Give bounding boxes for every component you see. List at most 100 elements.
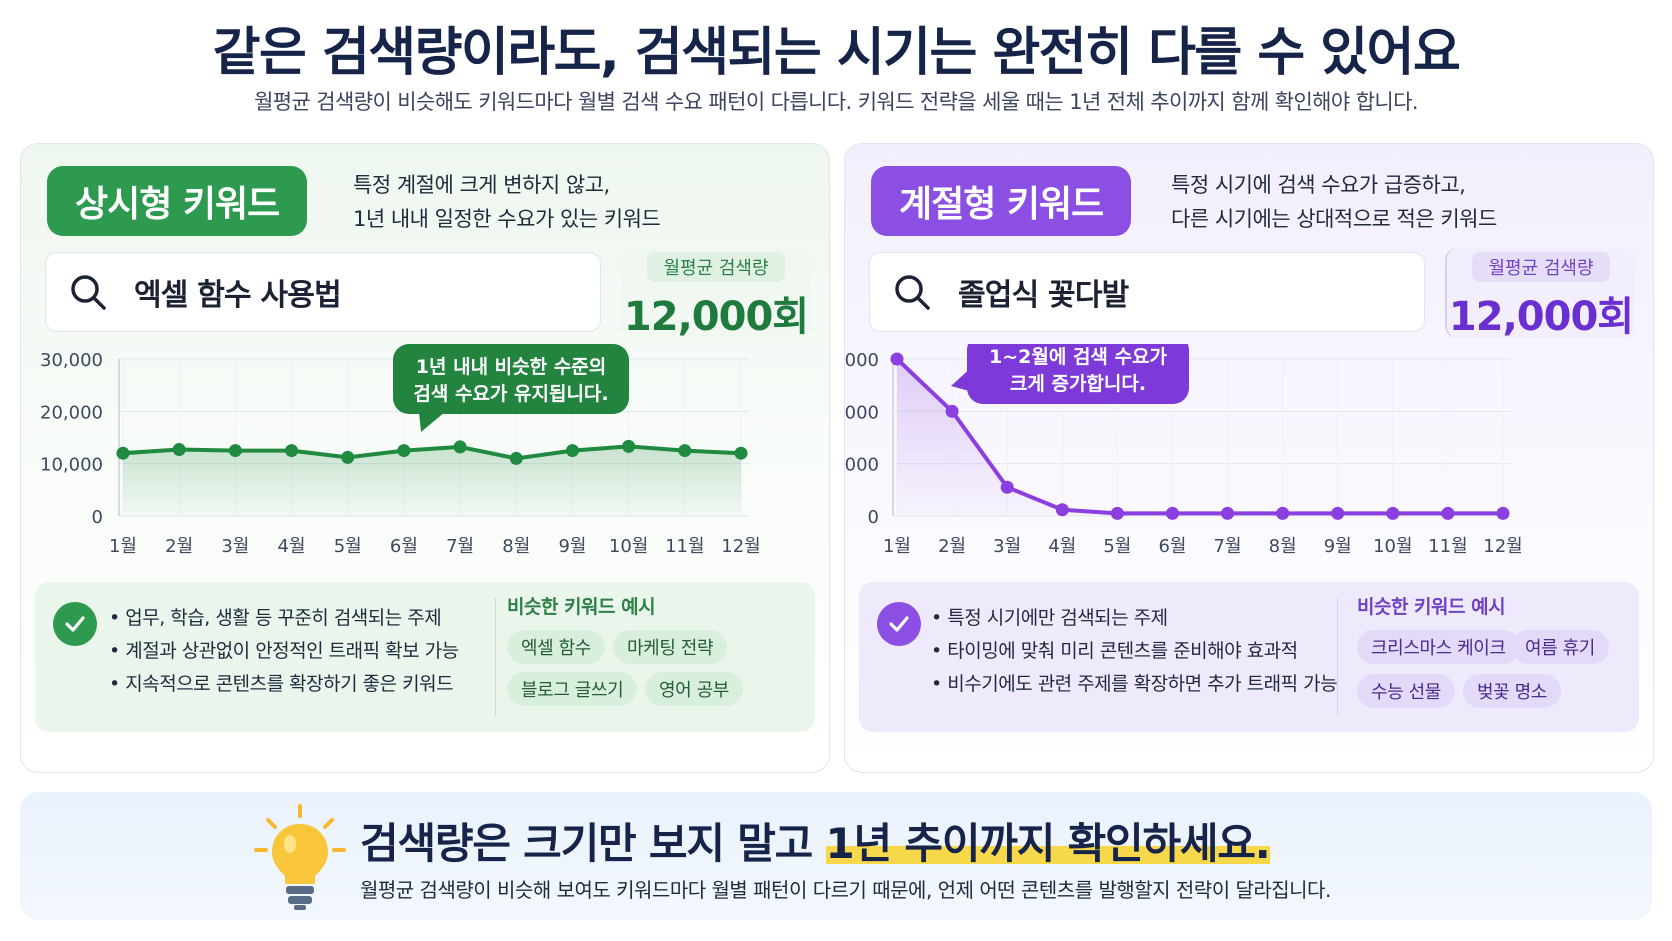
evergreen-desc-line1: 특정 계절에 크게 변하지 않고, bbox=[353, 173, 610, 197]
seasonal-info-box: 특정 시기에만 검색되는 주제 타이밍에 맞춰 미리 콘텐츠를 준비해야 효과적… bbox=[859, 582, 1639, 732]
banner-headline-highlight: 1년 추이까지 확인하세요. bbox=[825, 819, 1271, 868]
x-tick-label: 1월 bbox=[109, 536, 137, 557]
data-point bbox=[1110, 506, 1124, 520]
seasonal-avg-label: 월평균 검색량 bbox=[1472, 252, 1610, 282]
data-point bbox=[228, 444, 242, 458]
x-tick-label: 10월 bbox=[1373, 536, 1412, 557]
data-point bbox=[397, 444, 411, 458]
x-tick-label: 7월 bbox=[1214, 536, 1242, 557]
x-tick-label: 9월 bbox=[558, 536, 586, 557]
evergreen-description: 특정 계절에 크게 변하지 않고, 1년 내내 일정한 수요가 있는 키워드 bbox=[353, 168, 661, 236]
list-item: 타이밍에 맞춰 미리 콘텐츠를 준비해야 효과적 bbox=[931, 635, 1337, 668]
callout-line2: 검색 수요가 유지됩니다. bbox=[413, 383, 608, 405]
example-chip: 여름 휴기 bbox=[1511, 630, 1609, 664]
seasonal-bullet-list: 특정 시기에만 검색되는 주제 타이밍에 맞춰 미리 콘텐츠를 준비해야 효과적… bbox=[931, 602, 1337, 701]
x-tick-label: 6월 bbox=[390, 536, 418, 557]
example-chip: 마케팅 전략 bbox=[613, 630, 728, 664]
data-point bbox=[1000, 480, 1014, 494]
list-item: 계절과 상관없이 안정적인 트래픽 확보 가능 bbox=[109, 635, 459, 668]
data-point bbox=[945, 404, 959, 418]
evergreen-keyword-card: 상시형 키워드 특정 계절에 크게 변하지 않고, 1년 내내 일정한 수요가 … bbox=[20, 143, 830, 773]
evergreen-avg-box: 월평균 검색량 12,000회 bbox=[621, 248, 811, 340]
data-point bbox=[172, 443, 186, 457]
evergreen-bullet-list: 업무, 학습, 생활 등 꾸준히 검색되는 주제 계절과 상관없이 안정적인 트… bbox=[109, 602, 459, 701]
page-title: 같은 검색량이라도, 검색되는 시기는 완전히 다를 수 있어요 bbox=[212, 23, 1461, 83]
seasonal-avg-box: 월평균 검색량 12,000회 bbox=[1445, 248, 1635, 340]
seasonal-desc-line1: 특정 시기에 검색 수요가 급증하고, bbox=[1171, 173, 1466, 197]
data-point bbox=[678, 444, 692, 458]
search-icon bbox=[71, 275, 106, 310]
seasonal-avg-value: 12,000회 bbox=[1448, 294, 1634, 340]
y-tick-label: 20,000 bbox=[845, 402, 879, 423]
evergreen-desc-line2: 1년 내내 일정한 수요가 있는 키워드 bbox=[353, 207, 661, 231]
data-point bbox=[1055, 503, 1069, 517]
evergreen-badge: 상시형 키워드 bbox=[47, 166, 308, 236]
data-point bbox=[1331, 506, 1345, 520]
evergreen-examples-title: 비슷한 키워드 예시 bbox=[507, 596, 656, 618]
list-item: 특정 시기에만 검색되는 주제 bbox=[931, 602, 1337, 635]
x-tick-label: 7월 bbox=[446, 536, 474, 557]
x-tick-label: 11월 bbox=[665, 536, 704, 557]
x-tick-label: 12월 bbox=[721, 536, 760, 557]
x-tick-label: 9월 bbox=[1324, 536, 1352, 557]
data-point bbox=[1441, 506, 1455, 520]
data-point bbox=[734, 446, 748, 460]
data-point bbox=[285, 444, 299, 458]
x-tick-label: 1월 bbox=[883, 536, 911, 557]
data-point bbox=[341, 450, 355, 464]
seasonal-examples-title: 비슷한 키워드 예시 bbox=[1357, 596, 1506, 618]
y-tick-label: 10,000 bbox=[40, 455, 103, 476]
evergreen-avg-label: 월평균 검색량 bbox=[647, 252, 785, 282]
y-tick-label: 0 bbox=[868, 507, 879, 528]
x-tick-label: 3월 bbox=[993, 536, 1021, 557]
check-icon bbox=[53, 602, 97, 646]
seasonal-line-chart: 30,000 20,000 10,000 01월 2월 3월 4월 5월 6월 7월 8월 9월 10월… bbox=[845, 344, 1523, 557]
banner-headline: 검색량은 크기만 보지 말고 1년 추이까지 확인하세요. bbox=[360, 810, 1271, 871]
data-point bbox=[1221, 506, 1235, 520]
x-tick-label: 12월 bbox=[1483, 536, 1522, 557]
lightbulb-icon bbox=[254, 804, 346, 910]
series-area bbox=[123, 446, 741, 516]
example-chip: 영어 공부 bbox=[645, 672, 743, 706]
example-chip: 블로그 글쓰기 bbox=[507, 672, 638, 706]
x-tick-label: 5월 bbox=[334, 536, 362, 557]
seasonal-desc-line2: 다른 시기에는 상대적으로 적은 키워드 bbox=[1171, 207, 1497, 231]
check-icon bbox=[877, 602, 921, 646]
example-chip: 벚꽃 명소 bbox=[1463, 674, 1561, 708]
data-point bbox=[453, 440, 467, 454]
data-point bbox=[509, 451, 523, 465]
y-tick-label: 30,000 bbox=[845, 350, 879, 371]
example-chip: 엑셀 함수 bbox=[507, 630, 605, 664]
list-item: 비수기에도 관련 주제를 확장하면 추가 트래픽 가능 bbox=[931, 668, 1337, 701]
banner-subtext: 월평균 검색량이 비슷해 보여도 키워드마다 월별 패턴이 다르기 때문에, 언… bbox=[360, 878, 1331, 902]
example-chip: 수능 선물 bbox=[1357, 674, 1455, 708]
y-tick-label: 0 bbox=[92, 507, 103, 528]
y-tick-label: 10,000 bbox=[845, 455, 879, 476]
callout-line1: 1년 내내 비슷한 수준의 bbox=[416, 356, 606, 378]
seasonal-badge: 계절형 키워드 bbox=[871, 166, 1132, 236]
x-tick-label: 8월 bbox=[1269, 536, 1297, 557]
evergreen-keyword: 엑셀 함수 사용법 bbox=[134, 278, 342, 313]
data-point bbox=[1276, 506, 1290, 520]
list-item: 지속적으로 콘텐츠를 확장하기 좋은 키워드 bbox=[109, 668, 459, 701]
y-tick-label: 30,000 bbox=[40, 350, 103, 371]
banner-headline-part1: 검색량은 크기만 보지 말고 bbox=[360, 819, 826, 868]
evergreen-avg-value: 12,000회 bbox=[623, 294, 809, 340]
series-line bbox=[895, 357, 1505, 516]
data-point bbox=[116, 446, 130, 460]
list-item: 업무, 학습, 생활 등 꾸준히 검색되는 주제 bbox=[109, 602, 459, 635]
evergreen-search-box: 엑셀 함수 사용법 bbox=[45, 252, 601, 332]
seasonal-search-box: 졸업식 꽃다발 bbox=[869, 252, 1425, 332]
evergreen-line-chart: 30,000 20,000 10,000 0 1월 2월 3월 4월 5월 6월 7월 8월 9월 10월… bbox=[40, 344, 761, 557]
x-tick-label: 4월 bbox=[1048, 536, 1076, 557]
data-point bbox=[890, 352, 904, 366]
data-point bbox=[1386, 506, 1400, 520]
data-point bbox=[1165, 506, 1179, 520]
x-tick-label: 2월 bbox=[938, 536, 966, 557]
x-tick-label: 6월 bbox=[1158, 536, 1186, 557]
data-point bbox=[565, 444, 579, 458]
x-tick-label: 5월 bbox=[1103, 536, 1131, 557]
summary-banner: 검색량은 크기만 보지 말고 1년 추이까지 확인하세요. 월평균 검색량이 비… bbox=[20, 792, 1652, 920]
